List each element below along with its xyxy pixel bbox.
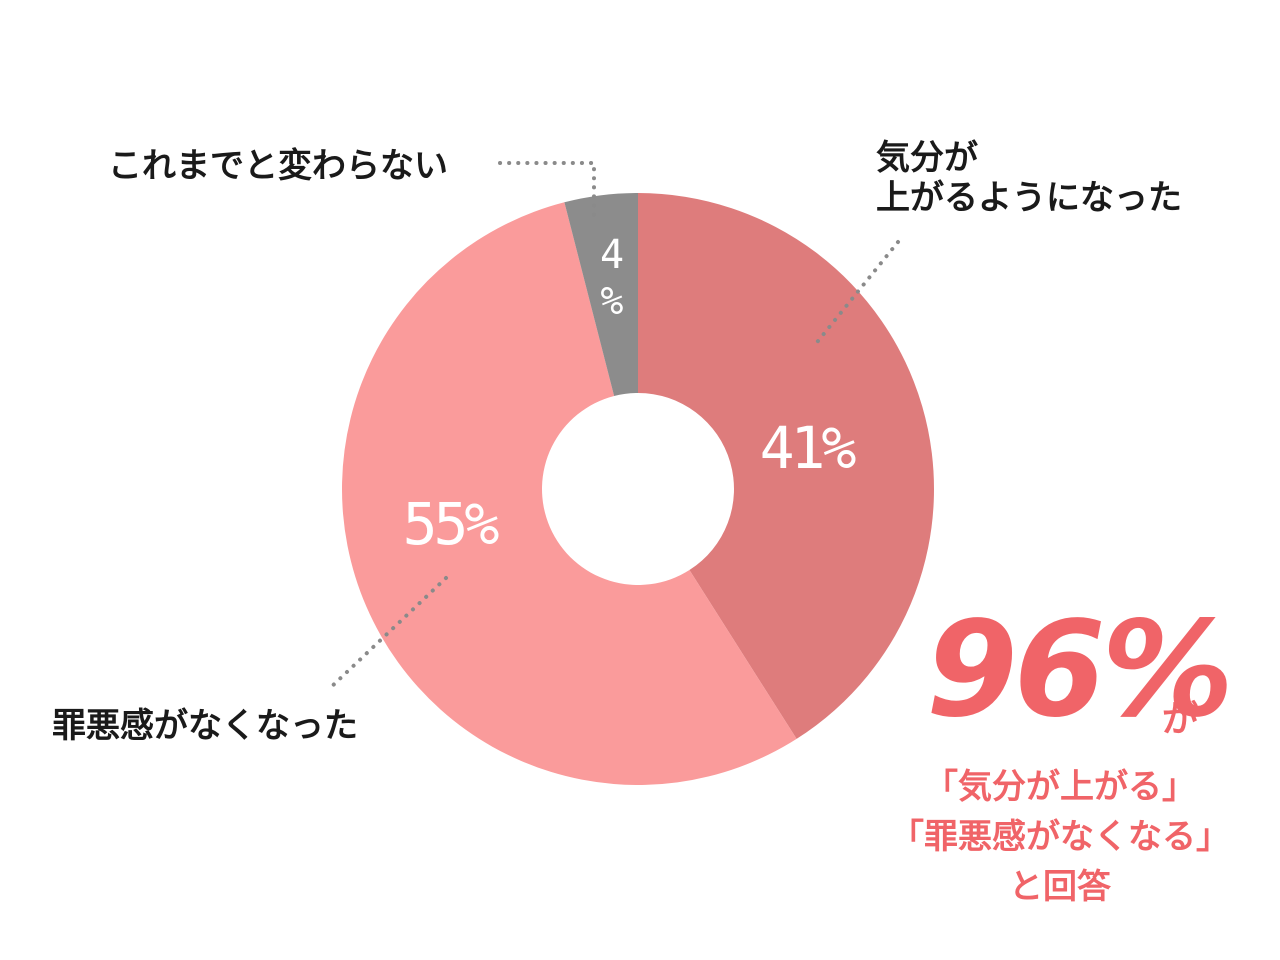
slice-mood (638, 193, 934, 739)
summary-particle: が (1162, 699, 1199, 740)
category-label-mood-line2: 上がるようになった (876, 178, 1182, 218)
category-label-unchanged: これまでと変わらない (108, 146, 448, 186)
category-label-mood-line1: 気分が (876, 138, 978, 178)
slice-unchanged (564, 193, 638, 397)
summary-line-3: と回答 (1009, 867, 1111, 907)
category-label-mood: 気分が 上がるようになった (876, 138, 1182, 218)
leader-line-guilt (326, 576, 448, 692)
summary-text: 「気分が上がる」 「罪悪感がなくなる」 と回答 (840, 762, 1280, 912)
category-label-guilt: 罪悪感がなくなった (52, 706, 358, 746)
leader-lines (326, 161, 900, 692)
value-label-mood: 41% (760, 414, 856, 482)
value-label-guilt: 55% (403, 490, 499, 558)
summary-line-2: 「罪悪感がなくなる」 (890, 817, 1230, 857)
summary-line-1: 「気分が上がる」 (924, 767, 1196, 807)
value-labels: 41% 55% 4% (403, 232, 860, 558)
chart-slices (342, 193, 934, 785)
slice-guilt (342, 202, 797, 785)
value-label-unchanged-number: 4 (600, 232, 624, 278)
value-label-unchanged-percent: % (601, 279, 624, 323)
summary-percentage: 96% (926, 593, 1234, 747)
